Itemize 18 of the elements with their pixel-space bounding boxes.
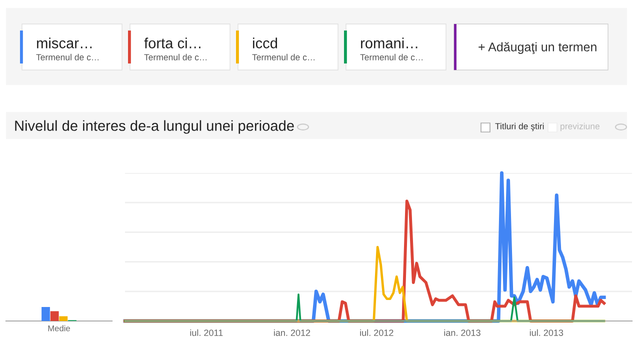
legend-label: forta ci… bbox=[144, 38, 200, 48]
text: Termenul de c… bbox=[144, 54, 207, 60]
text: Termenul de c… bbox=[360, 54, 423, 60]
text: + Adăugaţi un termen bbox=[478, 42, 596, 54]
x-tick-label: iul. 2011 bbox=[190, 329, 223, 336]
x-tick-label: iul. 2012 bbox=[360, 329, 394, 336]
x-tick-label: ian. 2012 bbox=[274, 329, 310, 336]
text: Titluri de ştiri bbox=[495, 122, 544, 132]
text: previziune bbox=[560, 122, 600, 132]
text: Termenul de c… bbox=[252, 54, 315, 60]
chart-title: Nivelul de interes de-a lungul unei perioade bbox=[15, 120, 294, 134]
text: Termenul de c… bbox=[36, 54, 99, 60]
legend-label: romani… bbox=[361, 38, 418, 48]
x-tick-label: ian. 2013 bbox=[444, 329, 480, 336]
x-tick-label: iul. 2013 bbox=[530, 329, 564, 336]
x-tick-label: Medie bbox=[48, 325, 70, 332]
legend-label: miscar… bbox=[37, 38, 92, 48]
legend-label: iccd bbox=[253, 38, 278, 48]
